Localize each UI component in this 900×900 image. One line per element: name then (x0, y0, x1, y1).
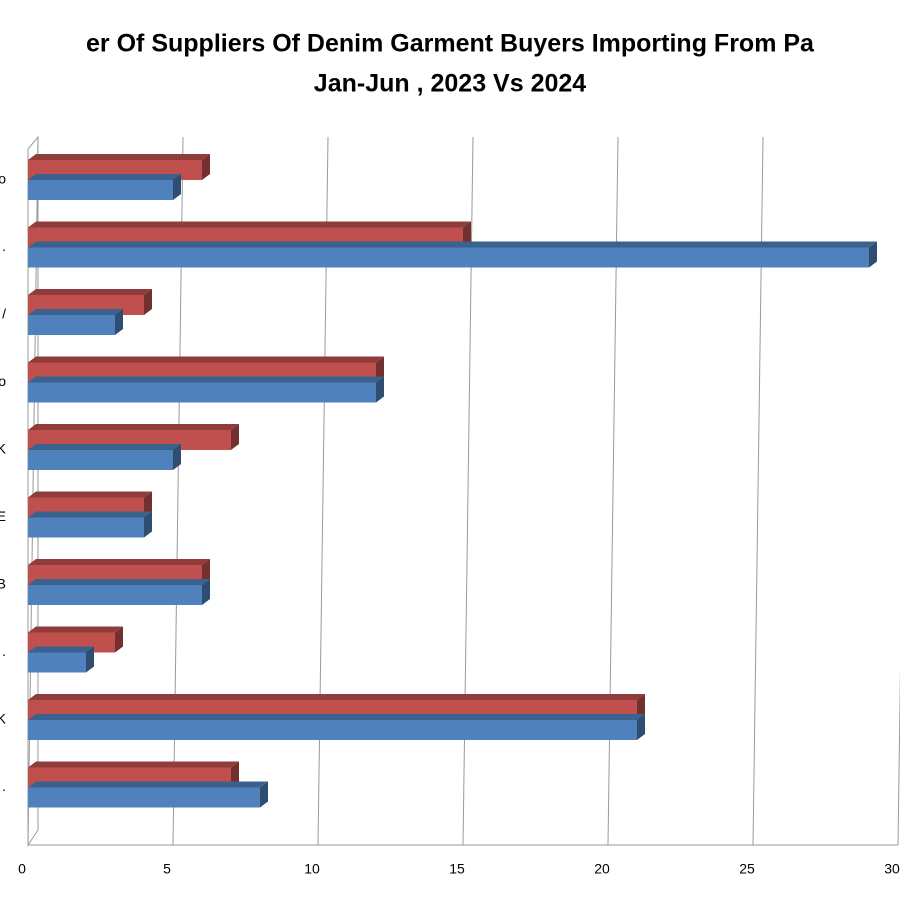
bar (28, 579, 210, 605)
bar-face (637, 714, 645, 740)
bar-face (28, 491, 152, 498)
bar-face (173, 174, 181, 200)
bar-face (260, 781, 268, 808)
bar-face (28, 247, 869, 268)
bar-face (144, 511, 152, 538)
bar-face (28, 714, 645, 720)
bar-face (28, 154, 210, 160)
bar (28, 646, 94, 673)
bar-face (28, 382, 376, 403)
bar-face (115, 626, 123, 653)
bar-face (28, 781, 268, 788)
bar (28, 781, 268, 808)
y-tick-label: o (0, 373, 6, 389)
bar (28, 511, 152, 538)
bar-face (637, 694, 645, 720)
bar-face (28, 356, 384, 363)
bar-face (144, 491, 152, 518)
bar-face (463, 221, 471, 248)
x-tick-label: 25 (739, 861, 755, 877)
bar-face (869, 241, 877, 268)
y-tick-label: K (0, 441, 7, 457)
bar-face (202, 579, 210, 605)
bar-face (28, 787, 260, 808)
x-tick-label: 5 (163, 861, 171, 877)
bar-face (28, 424, 239, 430)
x-tick-label: 20 (594, 861, 610, 877)
bar-face (28, 309, 123, 315)
bar-face (28, 376, 384, 383)
bar-face (28, 517, 144, 538)
bar-face (231, 424, 239, 450)
bar-face (28, 174, 181, 180)
bar-face (28, 289, 152, 295)
y-tick-label: . (2, 643, 6, 659)
bar-face (28, 511, 152, 518)
bar-face (376, 356, 384, 383)
bar (28, 241, 877, 268)
y-tick-label: K (0, 711, 7, 727)
bar-face (28, 241, 877, 248)
bar-face (28, 761, 239, 768)
bar (28, 376, 384, 403)
bar-face (28, 652, 86, 673)
x-tick-label: 10 (304, 861, 320, 877)
bar-face (28, 450, 173, 470)
y-tick-label: . (2, 238, 6, 254)
bar (28, 714, 645, 740)
bar (28, 444, 181, 470)
y-tick-label: o (0, 171, 6, 187)
bar (28, 309, 123, 335)
x-tick-label: 30 (884, 861, 900, 877)
y-tick-label: B (0, 576, 6, 592)
bar-face (28, 180, 173, 200)
chart-subtitle: Jan-Jun , 2023 Vs 2024 (314, 70, 586, 98)
bar-face (144, 289, 152, 315)
bar-face (115, 309, 123, 335)
bar-face (28, 315, 115, 335)
bar-face (28, 579, 210, 585)
bar-face (202, 559, 210, 585)
bar-face (28, 585, 202, 605)
x-tick-label: 0 (18, 861, 26, 877)
bar-face (173, 444, 181, 470)
bar-face (28, 221, 471, 228)
bar (28, 174, 181, 200)
bar-face (28, 720, 637, 740)
bar-face (231, 761, 239, 788)
y-tick-label: . (2, 778, 6, 794)
bar-face (28, 559, 210, 565)
bar-face (376, 376, 384, 403)
bar-face (28, 444, 181, 450)
y-tick-label: E (0, 508, 6, 524)
x-tick-label: 15 (449, 861, 465, 877)
chart-title: er Of Suppliers Of Denim Garment Buyers … (86, 30, 815, 58)
bar-face (86, 646, 94, 673)
bar-face (202, 154, 210, 180)
y-tick-label: / (2, 306, 6, 322)
bar-face (28, 694, 645, 700)
bar-face (28, 626, 123, 633)
bar-face (28, 646, 94, 653)
